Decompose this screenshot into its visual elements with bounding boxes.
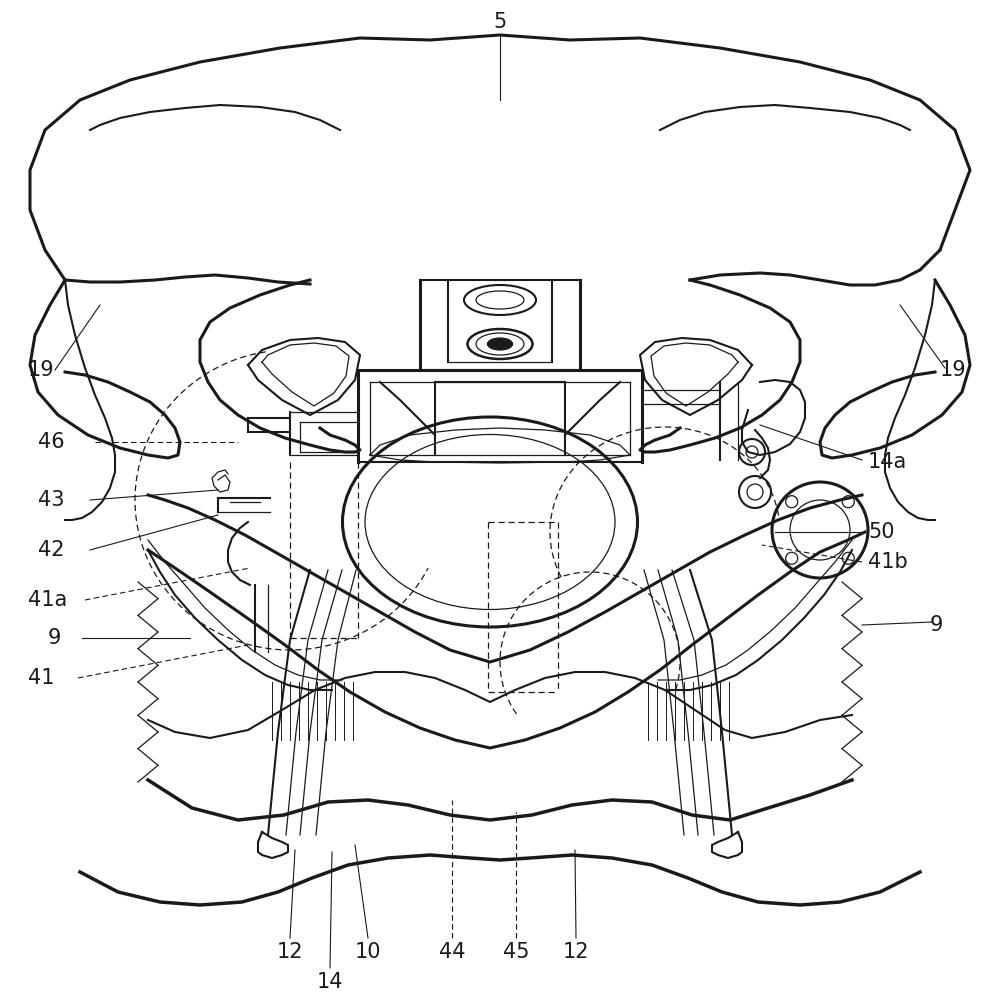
Text: 14a: 14a (868, 452, 907, 472)
Text: 43: 43 (38, 490, 64, 510)
Ellipse shape (476, 333, 524, 355)
Text: 44: 44 (439, 942, 465, 962)
Text: 41: 41 (28, 668, 54, 688)
Text: 10: 10 (355, 942, 381, 962)
Text: 41b: 41b (868, 552, 908, 572)
Text: 14: 14 (317, 972, 343, 992)
Text: 50: 50 (868, 522, 895, 542)
Text: 42: 42 (38, 540, 64, 560)
Ellipse shape (468, 329, 532, 359)
Text: 19: 19 (28, 360, 55, 380)
Text: 19: 19 (940, 360, 967, 380)
Text: 9: 9 (930, 615, 943, 635)
Text: 45: 45 (503, 942, 529, 962)
Text: 12: 12 (277, 942, 303, 962)
Text: 5: 5 (493, 12, 507, 32)
Text: 46: 46 (38, 432, 65, 452)
Text: 12: 12 (563, 942, 589, 962)
Ellipse shape (488, 338, 512, 350)
Text: 41a: 41a (28, 590, 67, 610)
Text: 9: 9 (48, 628, 61, 648)
